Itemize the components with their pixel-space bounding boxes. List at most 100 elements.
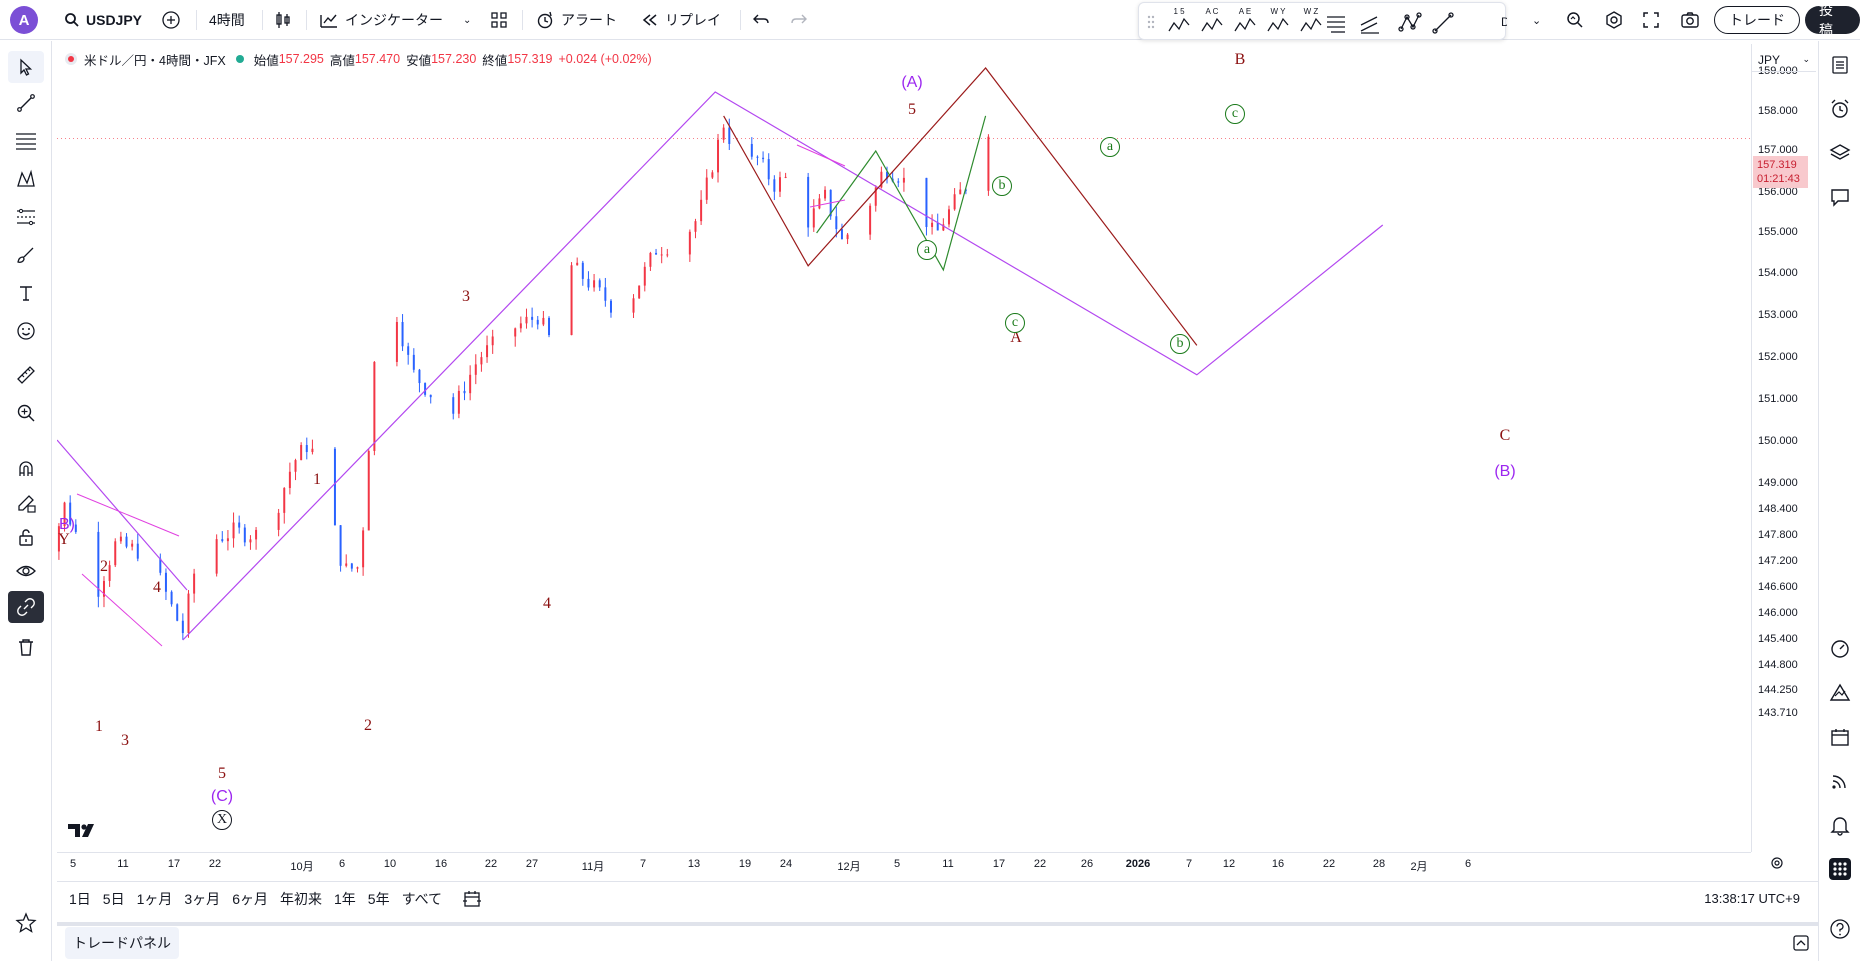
drag-handle-icon[interactable] [1147, 15, 1155, 29]
forecast-tool[interactable] [8, 201, 44, 233]
wave-label-5[interactable]: 5 [218, 765, 226, 782]
chevron-down-icon[interactable]: ⌄ [463, 14, 472, 26]
wave-tool-w-y-icon[interactable]: W Y [1267, 7, 1289, 32]
currency-selector[interactable]: JPY ⌄ [1752, 48, 1816, 72]
wave-label-A-paren[interactable]: (A) [901, 74, 923, 91]
wave-label-circled-X[interactable]: X [212, 810, 232, 830]
wave-label-circled-b[interactable]: b [992, 176, 1012, 196]
zoom-tool[interactable] [8, 397, 44, 429]
wave-tool-1-5-icon[interactable]: 1 5 [1168, 7, 1190, 32]
fib-tool[interactable] [8, 125, 44, 157]
wave-label-2[interactable]: 2 [100, 558, 108, 575]
object-tree-button[interactable] [1824, 137, 1856, 169]
emoji-tool[interactable] [8, 315, 44, 347]
cursor-tool[interactable] [8, 51, 44, 83]
wave-tool-a-e-icon[interactable]: A E [1234, 7, 1256, 32]
range-button[interactable]: 3ヶ月 [184, 890, 221, 907]
trendline-tool-icon[interactable] [1432, 12, 1454, 34]
compare-add-button[interactable] [161, 0, 181, 40]
chart-type-button[interactable] [274, 0, 292, 40]
interval-button[interactable]: 4時間 [209, 0, 245, 40]
wave-label-circled-c[interactable]: c [1225, 104, 1245, 124]
user-avatar[interactable]: A [10, 6, 38, 34]
pattern-tool[interactable] [8, 163, 44, 195]
wave-label-A[interactable]: A [1010, 329, 1022, 346]
wave-label-circled-c[interactable]: c [1005, 313, 1025, 333]
alert-button[interactable]: アラート [535, 0, 617, 40]
range-button[interactable]: 年初来 [279, 890, 322, 907]
lines-tool-icon[interactable] [1327, 16, 1345, 33]
quick-search-button[interactable] [1565, 0, 1585, 40]
wave-label-1[interactable]: 1 [313, 471, 321, 488]
maximize-panel-button[interactable] [1792, 934, 1810, 952]
undo-button[interactable] [752, 0, 770, 40]
wave-label-B-partial[interactable]: B) [59, 516, 75, 533]
tradingview-logo[interactable] [68, 822, 100, 838]
pattern-tool-icon[interactable] [1398, 12, 1422, 32]
notifications-button[interactable] [1824, 809, 1856, 841]
wave-label-circled-a[interactable]: a [1100, 137, 1120, 157]
wave-label-circled-a[interactable]: a [917, 240, 937, 260]
wave-label-2[interactable]: 2 [364, 717, 372, 734]
wave-label-circled-b[interactable]: b [1170, 334, 1190, 354]
chart-clock[interactable]: 13:38:17 UTC+9 [1704, 891, 1800, 906]
technicals-button[interactable] [1824, 633, 1856, 665]
range-button[interactable]: 6ヶ月 [232, 890, 268, 907]
wave-label-3[interactable]: 3 [121, 732, 129, 749]
measure-tool[interactable] [8, 359, 44, 391]
lock-drawings-tool[interactable] [8, 521, 44, 553]
replay-button[interactable]: リプレイ [641, 0, 721, 40]
indicators-button[interactable]: インジケーター ⌄ [319, 0, 471, 40]
wave-tool-w-z-icon[interactable]: W Z [1300, 7, 1322, 32]
symbol-search-button[interactable]: USDJPY [64, 0, 142, 40]
redo-button[interactable] [790, 0, 808, 40]
publish-button[interactable]: 投稿 [1805, 2, 1860, 38]
remove-drawings-tool[interactable] [8, 631, 44, 663]
range-button[interactable]: 1ヶ月 [136, 890, 173, 907]
trade-panel-tab[interactable]: トレードパネル [65, 927, 179, 959]
price-chart[interactable] [57, 44, 1751, 852]
chevron-down-icon[interactable]: ⌄ [1532, 14, 1542, 27]
text-tool[interactable] [8, 277, 44, 309]
help-button[interactable] [1824, 913, 1856, 945]
wave-label-4[interactable]: 4 [153, 579, 161, 596]
trendline-tool[interactable] [8, 87, 44, 119]
alerts-button[interactable] [1824, 93, 1856, 125]
wave-label-4[interactable]: 4 [543, 595, 551, 612]
range-button[interactable]: 1年 [333, 890, 356, 907]
goto-date-button[interactable] [462, 889, 482, 909]
news-button[interactable] [1824, 765, 1856, 797]
sync-drawings-tool[interactable] [8, 591, 44, 623]
chart-canvas[interactable] [57, 44, 1751, 852]
apps-button[interactable] [1824, 853, 1856, 885]
range-button[interactable]: すべて [401, 890, 443, 907]
trade-button[interactable]: トレード [1714, 6, 1800, 34]
chats-button[interactable] [1824, 181, 1856, 213]
fullscreen-button[interactable] [1642, 0, 1660, 40]
screenshot-button[interactable] [1680, 0, 1700, 40]
wave-label-C-paren[interactable]: (C) [210, 788, 234, 805]
range-button[interactable]: 5年 [367, 890, 390, 907]
wave-tool-a-c-icon[interactable]: A C [1201, 7, 1223, 32]
settings-button[interactable] [1604, 0, 1624, 40]
magnet-tool[interactable] [8, 453, 44, 485]
wave-label-B-paren[interactable]: (B) [1494, 463, 1516, 480]
range-button[interactable]: 1日 [69, 890, 91, 907]
wave-label-C[interactable]: C [1499, 427, 1511, 444]
calendar-button[interactable] [1824, 721, 1856, 753]
keep-drawing-tool[interactable] [8, 487, 44, 519]
favorites-tool[interactable] [8, 907, 44, 939]
wave-label-B[interactable]: B [1234, 51, 1246, 68]
wave-label-5[interactable]: 5 [908, 101, 916, 118]
time-scale[interactable]: 5 11 17 22 10月 6 10 16 22 27 11月 7 13 19 24 12月 5 11 17 22 2… [57, 852, 1751, 876]
more-icon[interactable]: D [1501, 15, 1507, 29]
hide-drawings-tool[interactable] [8, 555, 44, 587]
wave-label-Y[interactable]: Y [58, 531, 70, 548]
ideas-button[interactable] [1824, 677, 1856, 709]
brush-tool[interactable] [8, 239, 44, 271]
range-button[interactable]: 5日 [102, 890, 125, 907]
layout-templates-button[interactable] [490, 0, 508, 40]
watchlist-button[interactable] [1824, 49, 1856, 81]
wave-label-1[interactable]: 1 [95, 718, 103, 735]
chart-settings-button[interactable] [1770, 856, 1784, 870]
